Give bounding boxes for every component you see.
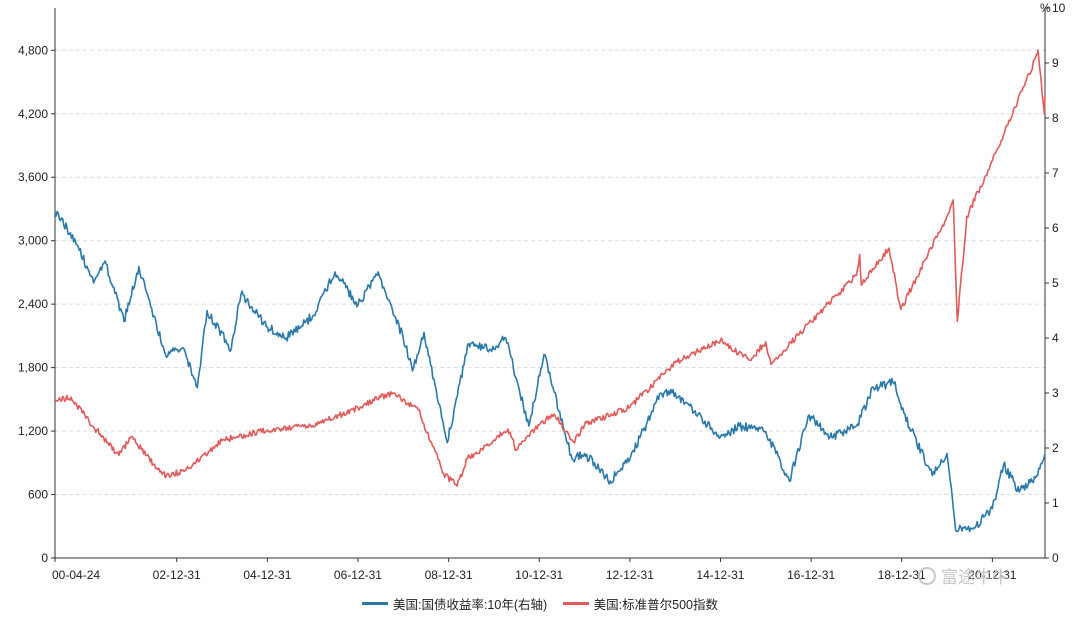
legend-item-sp500[interactable]: 美国:标准普尔500指数 xyxy=(562,594,718,613)
y-left-tick-label: 0 xyxy=(41,551,48,565)
y-left-tick-label: 1,200 xyxy=(18,424,48,438)
legend-swatch-yield xyxy=(361,602,388,605)
y-right-unit: % xyxy=(1040,1,1051,15)
watermark-text: 富途牛牛 xyxy=(941,568,1009,587)
x-tick-label: 08-12-31 xyxy=(425,568,473,582)
y-axis-right: 0 1 2 3 4 5 6 7 8 9 10 xyxy=(1044,1,1066,565)
grid-lines xyxy=(55,49,1045,496)
y-left-tick-label: 3,000 xyxy=(18,234,48,248)
y-right-tick-label: 6 xyxy=(1052,221,1059,235)
x-tick-label: 00-04-24 xyxy=(52,568,100,582)
y-axis-left: 0 600 1,200 1,800 2,400 3,000 3,600 4,200 4,800 xyxy=(18,8,56,565)
x-tick-label: 02-12-31 xyxy=(153,568,201,582)
y-right-tick-label: 0 xyxy=(1052,551,1059,565)
x-tick-label: 16-12-31 xyxy=(787,568,835,582)
legend: 美国:国债收益率:10年(右轴) 美国:标准普尔500指数 xyxy=(0,594,1080,613)
y-left-tick-label: 2,400 xyxy=(18,297,48,311)
x-tick-label: 20-12-31 xyxy=(968,568,1016,582)
y-left-tick-label: 4,800 xyxy=(18,43,48,57)
x-axis: 00-04-24 02-12-31 04-12-31 06-12-31 08-12-31… xyxy=(52,557,1045,582)
y-right-tick-label: 9 xyxy=(1052,56,1059,70)
y-left-tick-label: 3,600 xyxy=(18,170,48,184)
series-line-0 xyxy=(54,210,1046,533)
x-tick-label: 06-12-31 xyxy=(334,568,382,582)
y-right-tick-label: 1 xyxy=(1052,496,1059,510)
x-tick-label: 14-12-31 xyxy=(696,568,744,582)
y-right-tick-label: 4 xyxy=(1052,331,1059,345)
chart-svg: 06001,2001,8002,4003,0003,6004,2004,800 … xyxy=(18,1,1066,582)
legend-label-sp500: 美国:标准普尔500指数 xyxy=(593,598,718,612)
y-left-tick-label: 600 xyxy=(28,488,48,502)
series-group xyxy=(54,49,1046,533)
legend-label-yield: 美国:国债收益率:10年(右轴) xyxy=(392,598,548,612)
y-right-tick-label: 3 xyxy=(1052,386,1059,400)
y-right-tick-label: 8 xyxy=(1052,111,1059,125)
x-tick-label: 12-12-31 xyxy=(606,568,654,582)
x-tick-label: 04-12-31 xyxy=(243,568,291,582)
legend-item-yield[interactable]: 美国:国债收益率:10年(右轴) xyxy=(361,594,548,613)
x-tick-label: 18-12-31 xyxy=(878,568,926,582)
y-left-tick-label: 4,200 xyxy=(18,107,48,121)
series-line-1 xyxy=(54,49,1046,487)
futu-logo-icon xyxy=(918,566,936,585)
y-right-tick-label: 5 xyxy=(1052,276,1059,290)
y-right-tick-label: 7 xyxy=(1052,166,1059,180)
y-right-tick-label: 10 xyxy=(1052,1,1066,15)
watermark: 富途牛牛 xyxy=(918,563,1009,588)
x-tick-label: 10-12-31 xyxy=(515,568,563,582)
y-right-tick-label: 2 xyxy=(1052,441,1059,455)
y-left-tick-label: 1,800 xyxy=(18,361,48,375)
legend-swatch-sp500 xyxy=(562,602,589,605)
